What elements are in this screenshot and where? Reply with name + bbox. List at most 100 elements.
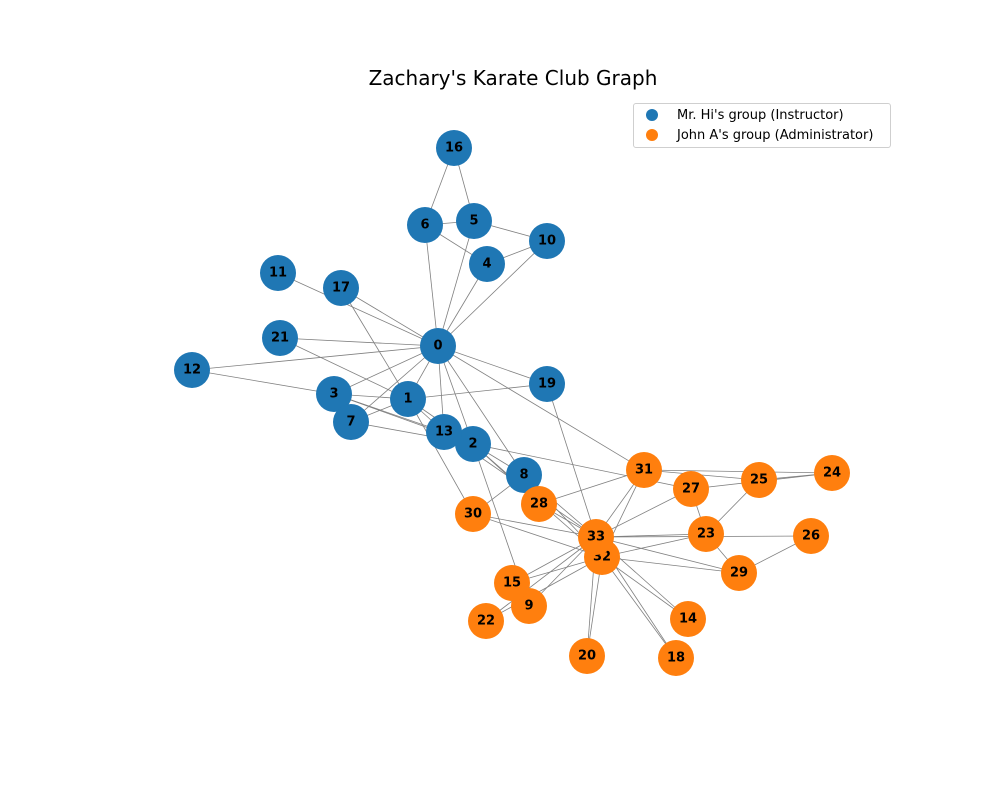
legend-entry-instructor: Mr. Hi's group (Instructor) <box>646 106 844 124</box>
edge-0-11 <box>277 272 439 347</box>
node-label-12: 12 <box>183 363 201 378</box>
node-10[interactable]: 10 <box>529 223 565 259</box>
node-33[interactable]: 33 <box>578 519 614 555</box>
node-3[interactable]: 3 <box>316 376 352 412</box>
node-28[interactable]: 28 <box>521 486 557 522</box>
legend-entry-administrator: John A's group (Administrator) <box>646 126 873 144</box>
edge-1-30 <box>407 398 474 515</box>
node-5[interactable]: 5 <box>456 203 492 239</box>
node-label-28: 28 <box>530 497 548 512</box>
edge-0-19 <box>437 345 548 385</box>
node-circle-2 <box>455 426 491 462</box>
node-4[interactable]: 4 <box>469 246 505 282</box>
edge-3-13 <box>333 393 445 433</box>
node-label-21: 21 <box>271 331 289 346</box>
node-14[interactable]: 14 <box>670 601 706 637</box>
edge-3-12 <box>191 369 335 395</box>
node-label-25: 25 <box>750 473 768 488</box>
node-6[interactable]: 6 <box>407 207 443 243</box>
node-circle-26 <box>793 518 829 554</box>
node-circle-28 <box>521 486 557 522</box>
edge-0-21 <box>279 337 439 347</box>
edge-0-3 <box>333 345 439 395</box>
node-2[interactable]: 2 <box>455 426 491 462</box>
node-label-16: 16 <box>445 141 463 156</box>
node-label-11: 11 <box>269 266 287 281</box>
node-circle-17 <box>323 270 359 306</box>
node-24[interactable]: 24 <box>814 455 850 491</box>
node-circle-21 <box>262 320 298 356</box>
node-circle-6 <box>407 207 443 243</box>
node-27[interactable]: 27 <box>673 471 709 507</box>
node-circle-29 <box>721 555 757 591</box>
node-circle-19 <box>529 366 565 402</box>
node-12[interactable]: 12 <box>174 352 210 388</box>
legend-label-instructor: Mr. Hi's group (Instructor) <box>677 107 844 123</box>
edge-22-33 <box>485 536 597 622</box>
node-15[interactable]: 15 <box>494 565 530 601</box>
node-circle-15 <box>494 565 530 601</box>
node-21[interactable]: 21 <box>262 320 298 356</box>
node-label-2: 2 <box>468 437 477 452</box>
node-circle-30 <box>455 496 491 532</box>
edge-0-17 <box>340 287 439 347</box>
edge-19-33 <box>546 383 597 538</box>
node-label-10: 10 <box>538 234 556 249</box>
node-circle-3 <box>316 376 352 412</box>
node-26[interactable]: 26 <box>793 518 829 554</box>
node-circle-22 <box>468 603 504 639</box>
node-circle-13 <box>426 414 462 450</box>
node-31[interactable]: 31 <box>626 452 662 488</box>
node-7[interactable]: 7 <box>333 404 369 440</box>
node-circle-25 <box>741 462 777 498</box>
node-label-3: 3 <box>329 387 338 402</box>
node-label-26: 26 <box>802 529 820 544</box>
node-label-20: 20 <box>578 649 596 664</box>
node-circle-1 <box>390 381 426 417</box>
node-label-0: 0 <box>433 339 442 354</box>
node-1[interactable]: 1 <box>390 381 426 417</box>
edge-22-32 <box>485 556 603 622</box>
node-circle-7 <box>333 404 369 440</box>
node-22[interactable]: 22 <box>468 603 504 639</box>
node-25[interactable]: 25 <box>741 462 777 498</box>
node-circle-8 <box>506 457 542 493</box>
node-label-17: 17 <box>332 281 350 296</box>
node-label-18: 18 <box>667 651 685 666</box>
node-circle-31 <box>626 452 662 488</box>
node-8[interactable]: 8 <box>506 457 542 493</box>
graph-title: Zachary's Karate Club Graph <box>368 66 658 90</box>
node-16[interactable]: 16 <box>436 130 472 166</box>
node-label-9: 9 <box>524 599 533 614</box>
node-circle-27 <box>673 471 709 507</box>
node-circle-0 <box>420 328 456 364</box>
node-13[interactable]: 13 <box>426 414 462 450</box>
node-17[interactable]: 17 <box>323 270 359 306</box>
node-29[interactable]: 29 <box>721 555 757 591</box>
node-label-19: 19 <box>538 377 556 392</box>
node-circle-18 <box>658 640 694 676</box>
node-18[interactable]: 18 <box>658 640 694 676</box>
legend-marker-instructor <box>646 109 658 121</box>
node-0[interactable]: 0 <box>420 328 456 364</box>
edge-1-19 <box>407 383 548 400</box>
edge-0-10 <box>437 240 548 347</box>
node-label-33: 33 <box>587 530 605 545</box>
node-30[interactable]: 30 <box>455 496 491 532</box>
node-20[interactable]: 20 <box>569 638 605 674</box>
node-19[interactable]: 19 <box>529 366 565 402</box>
node-circle-23 <box>688 516 724 552</box>
node-23[interactable]: 23 <box>688 516 724 552</box>
node-label-8: 8 <box>519 468 528 483</box>
node-label-6: 6 <box>420 218 429 233</box>
node-label-24: 24 <box>823 466 841 481</box>
node-circle-20 <box>569 638 605 674</box>
node-11[interactable]: 11 <box>260 255 296 291</box>
edge-1-21 <box>279 337 409 400</box>
edge-29-33 <box>595 536 740 574</box>
node-circle-11 <box>260 255 296 291</box>
edge-18-32 <box>601 556 677 659</box>
legend: Mr. Hi's group (Instructor) John A's gro… <box>633 103 891 148</box>
edge-0-5 <box>437 220 475 347</box>
edge-24-31 <box>643 469 833 474</box>
